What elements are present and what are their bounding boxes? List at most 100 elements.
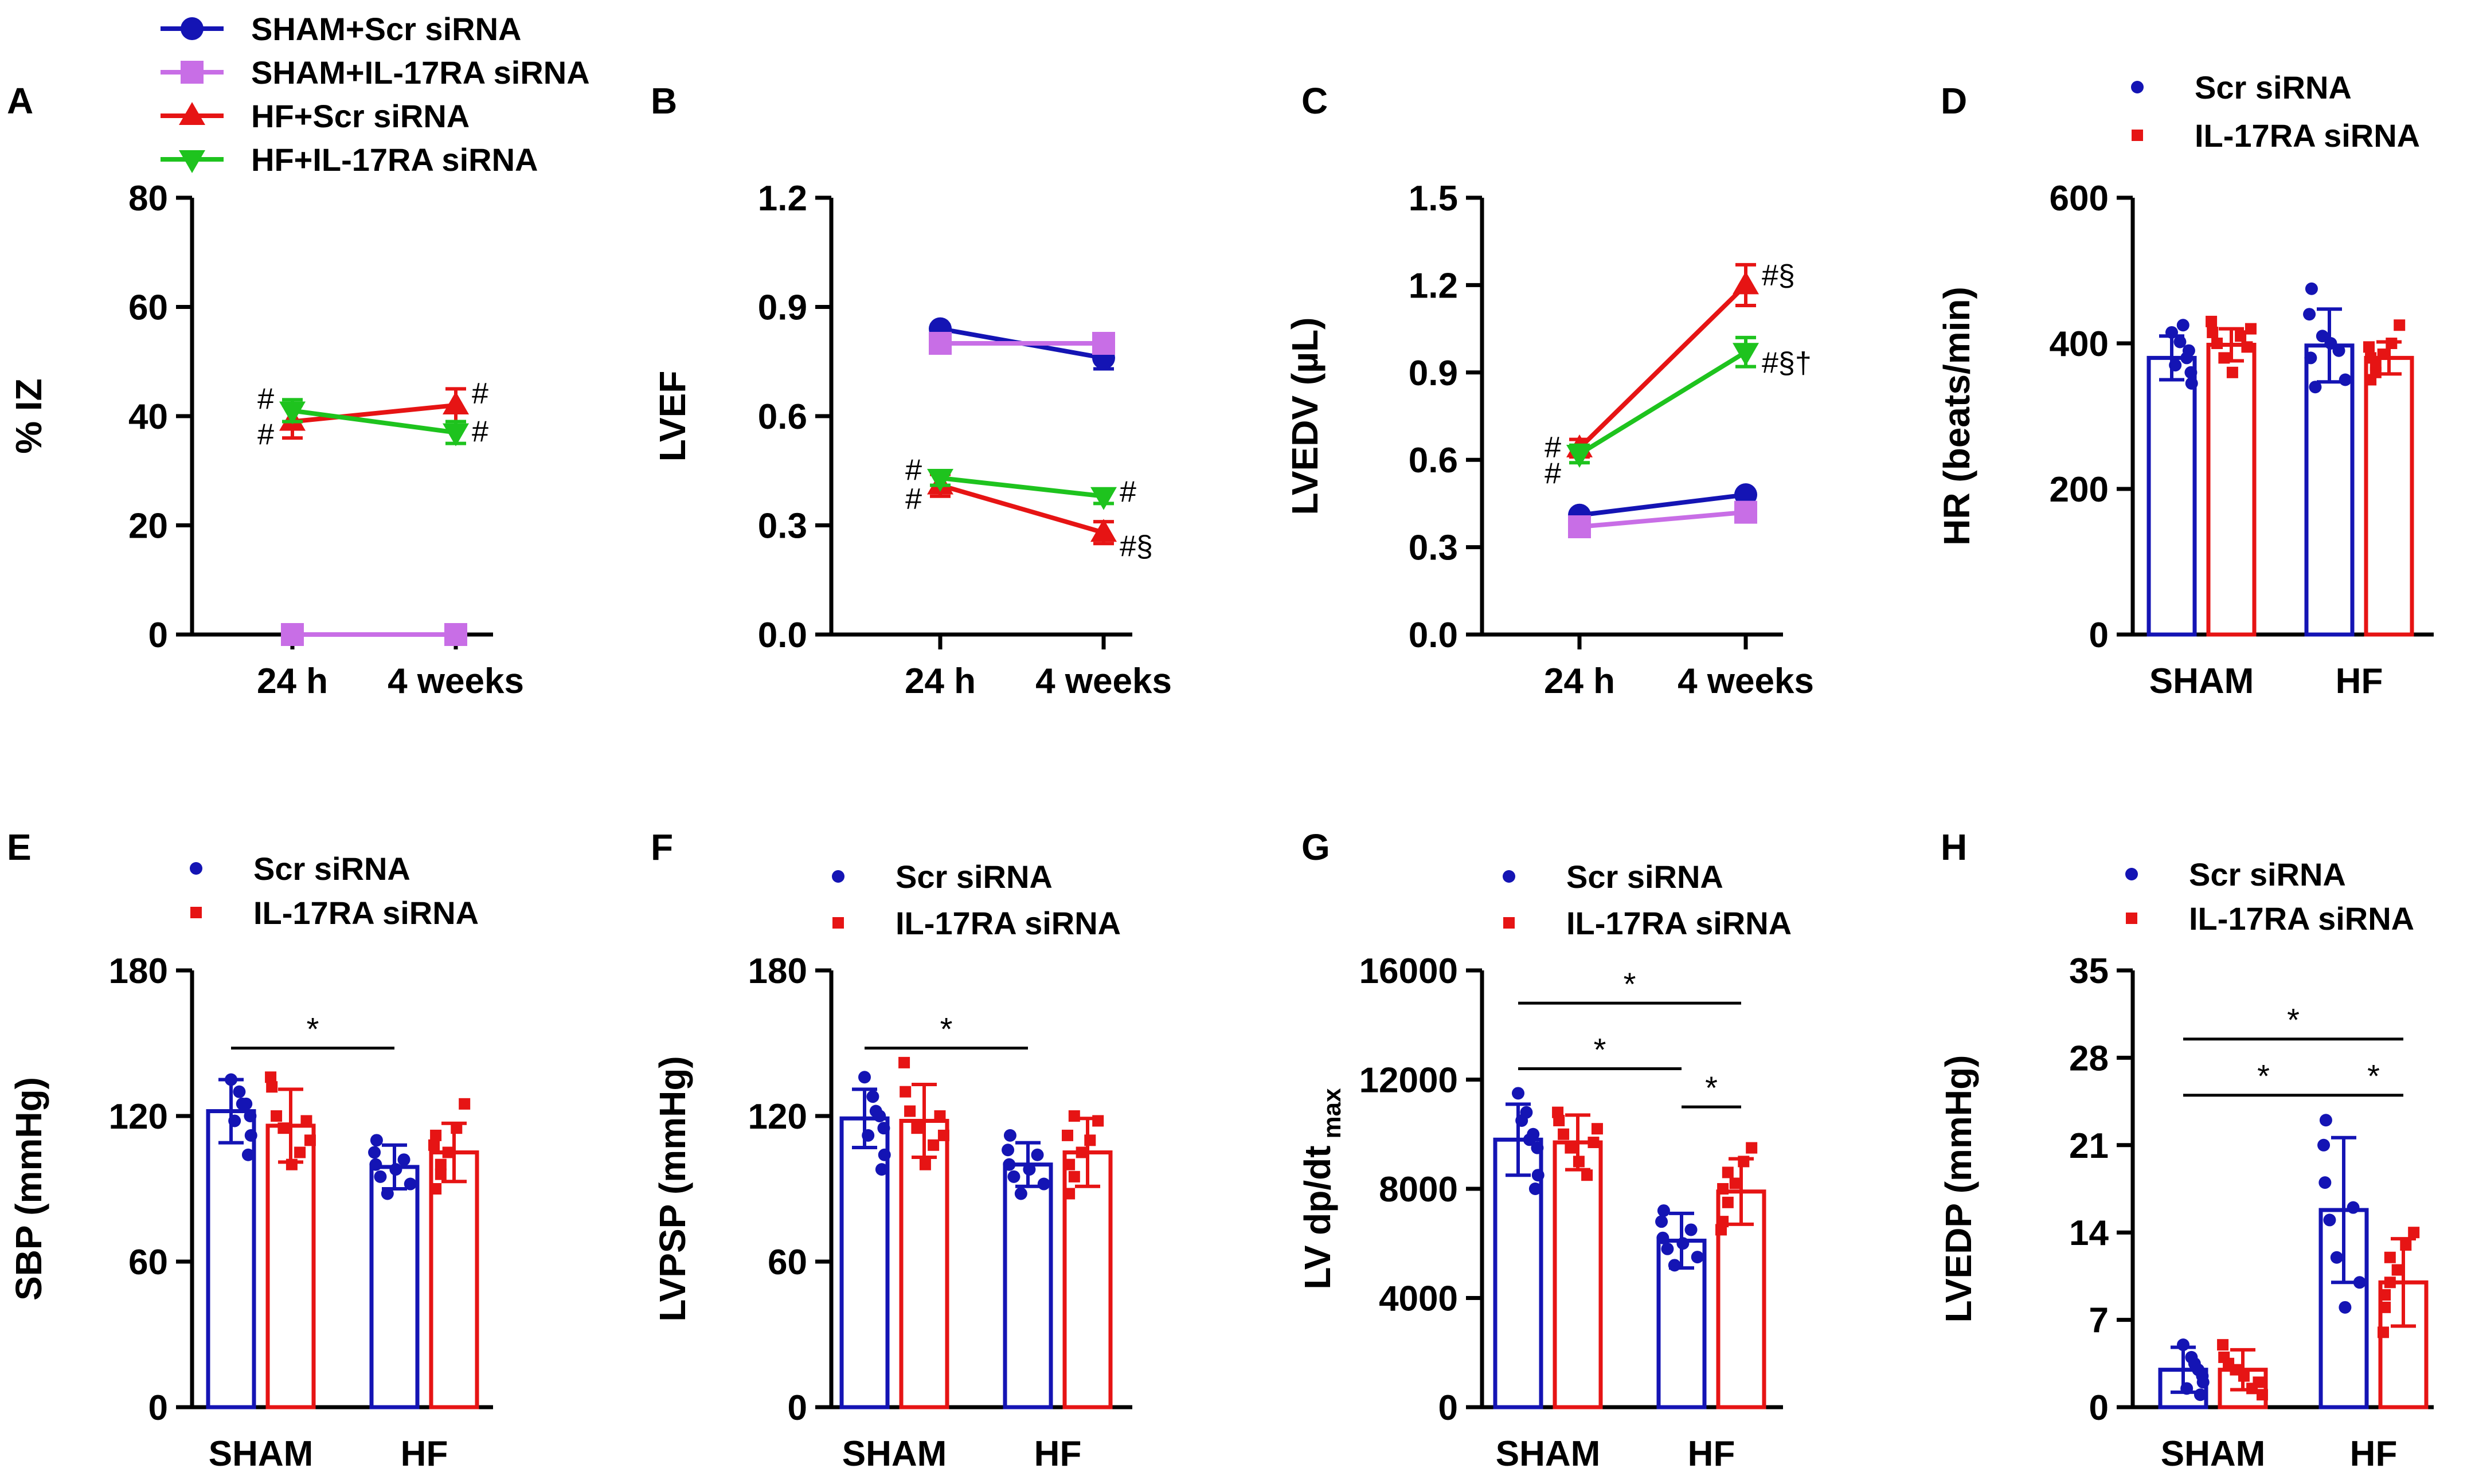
series-line	[940, 475, 1104, 499]
data-point	[2386, 338, 2398, 349]
y-tick-label: 0.0	[758, 616, 807, 655]
data-point	[2253, 1376, 2265, 1388]
data-point	[1553, 1114, 1565, 1126]
data-point	[1068, 1170, 1080, 1182]
data-point	[381, 1187, 394, 1200]
x-tick-label: HF	[2336, 661, 2383, 701]
data-point	[1531, 1141, 1544, 1154]
data-point	[2384, 1251, 2396, 1263]
data-point	[2323, 1213, 2336, 1227]
data-point	[2394, 319, 2406, 331]
data-point	[2316, 330, 2329, 343]
data-point	[900, 1086, 912, 1098]
data-point	[244, 1110, 257, 1122]
significance-annotation: #	[472, 377, 488, 410]
significance-star: *	[1594, 1031, 1606, 1067]
bar	[2146, 355, 2197, 637]
data-point	[2226, 366, 2238, 378]
y-tick-label: 0.6	[1409, 441, 1458, 480]
data-point	[2235, 330, 2247, 342]
data-point	[1063, 1188, 1076, 1200]
data-point	[2238, 1370, 2250, 1382]
significance-annotation: #	[1120, 475, 1136, 508]
y-tick-label: 7	[2089, 1301, 2109, 1341]
x-tick-label: HF	[2350, 1434, 2398, 1474]
y-tick-label: 14	[2069, 1213, 2109, 1253]
panel-letter: F	[651, 827, 673, 868]
legend-marker-il	[1503, 917, 1515, 929]
data-point	[1515, 1114, 1528, 1127]
x-tick-label: 24 h	[257, 661, 328, 701]
data-point	[435, 1168, 447, 1180]
data-point	[1717, 1183, 1729, 1195]
data-point	[2332, 344, 2345, 357]
data-point	[1037, 1177, 1050, 1191]
y-tick-label: 60	[128, 288, 168, 328]
legend-label-il: IL-17RA siRNA	[2195, 118, 2420, 154]
data-point	[1588, 1137, 1600, 1149]
legend-marker-scr	[2125, 868, 2138, 880]
data-point	[2318, 1176, 2332, 1189]
data-point	[1566, 445, 1593, 468]
legend-label: SHAM+IL-17RA siRNA	[251, 54, 590, 91]
panel-C: 0.0 0.3 0.6 0.9 1.2 1.5 LVEDV (µL) C 24 h 4 weeks…	[1284, 80, 1814, 701]
legend-label: HF+IL-17RA siRNA	[251, 142, 538, 178]
y-tick-label: 0.9	[1409, 354, 1458, 393]
data-point	[875, 1163, 888, 1176]
data-point	[1656, 1231, 1669, 1244]
data-point	[1063, 1158, 1076, 1170]
bar	[1553, 1140, 1603, 1409]
data-point	[2309, 381, 2322, 394]
data-point	[2317, 1138, 2331, 1152]
data-point	[911, 1122, 923, 1134]
significance-star: *	[1624, 966, 1636, 1002]
data-point	[459, 1098, 471, 1110]
x-tick-label: 4 weeks	[1678, 661, 1814, 701]
bar	[2206, 343, 2257, 637]
data-point	[2241, 341, 2253, 353]
legend-label-scr: Scr siRNA	[896, 859, 1053, 895]
legend-label-il: IL-17RA siRNA	[1566, 905, 1792, 941]
panel-letter: A	[7, 80, 33, 122]
y-tick-label: 120	[109, 1097, 168, 1137]
legend-marker-il	[832, 917, 844, 929]
data-point	[2188, 1357, 2201, 1370]
series-line	[1578, 283, 1747, 450]
data-point	[1002, 1144, 1015, 1157]
data-point	[2194, 1388, 2207, 1401]
significance-annotation: #§†	[1762, 347, 1812, 380]
data-point	[1003, 1129, 1016, 1142]
y-tick-label: 400	[2050, 324, 2109, 364]
data-point	[2180, 1382, 2194, 1395]
legend: Scr siRNA IL-17RA siRNA	[190, 851, 479, 931]
significance-star: *	[2287, 1002, 2300, 1038]
y-tick-label: 0.3	[758, 507, 807, 546]
data-point	[1722, 1166, 1734, 1178]
data-point	[1733, 343, 1759, 366]
legend-marker-il	[190, 907, 202, 918]
y-tick-label: 60	[128, 1243, 168, 1282]
data-point	[1573, 1156, 1585, 1168]
y-tick-label: 600	[2050, 179, 2109, 218]
data-point	[1014, 1187, 1027, 1200]
y-tick-label: 120	[748, 1097, 807, 1137]
y-axis-label: LV dp/dtmax	[1297, 1088, 1346, 1290]
x-tick-label: SHAM	[1496, 1434, 1601, 1474]
data-point	[1092, 332, 1115, 355]
data-point	[1062, 1129, 1073, 1141]
data-point	[1684, 1223, 1698, 1236]
data-point	[1581, 1169, 1593, 1181]
data-point	[1558, 1128, 1570, 1140]
data-point	[1661, 1242, 1674, 1255]
y-axis-label: SBP (mmHg)	[8, 1077, 49, 1301]
data-point	[2384, 1277, 2396, 1289]
significance-annotation: #	[905, 483, 922, 516]
x-tick-label: HF	[1034, 1434, 1082, 1474]
y-tick-label: 16000	[1359, 952, 1458, 991]
data-point	[294, 1146, 306, 1158]
data-point	[2207, 326, 2219, 338]
x-tick-label: SHAM	[209, 1434, 314, 1474]
legend-marker-scr	[832, 870, 844, 883]
